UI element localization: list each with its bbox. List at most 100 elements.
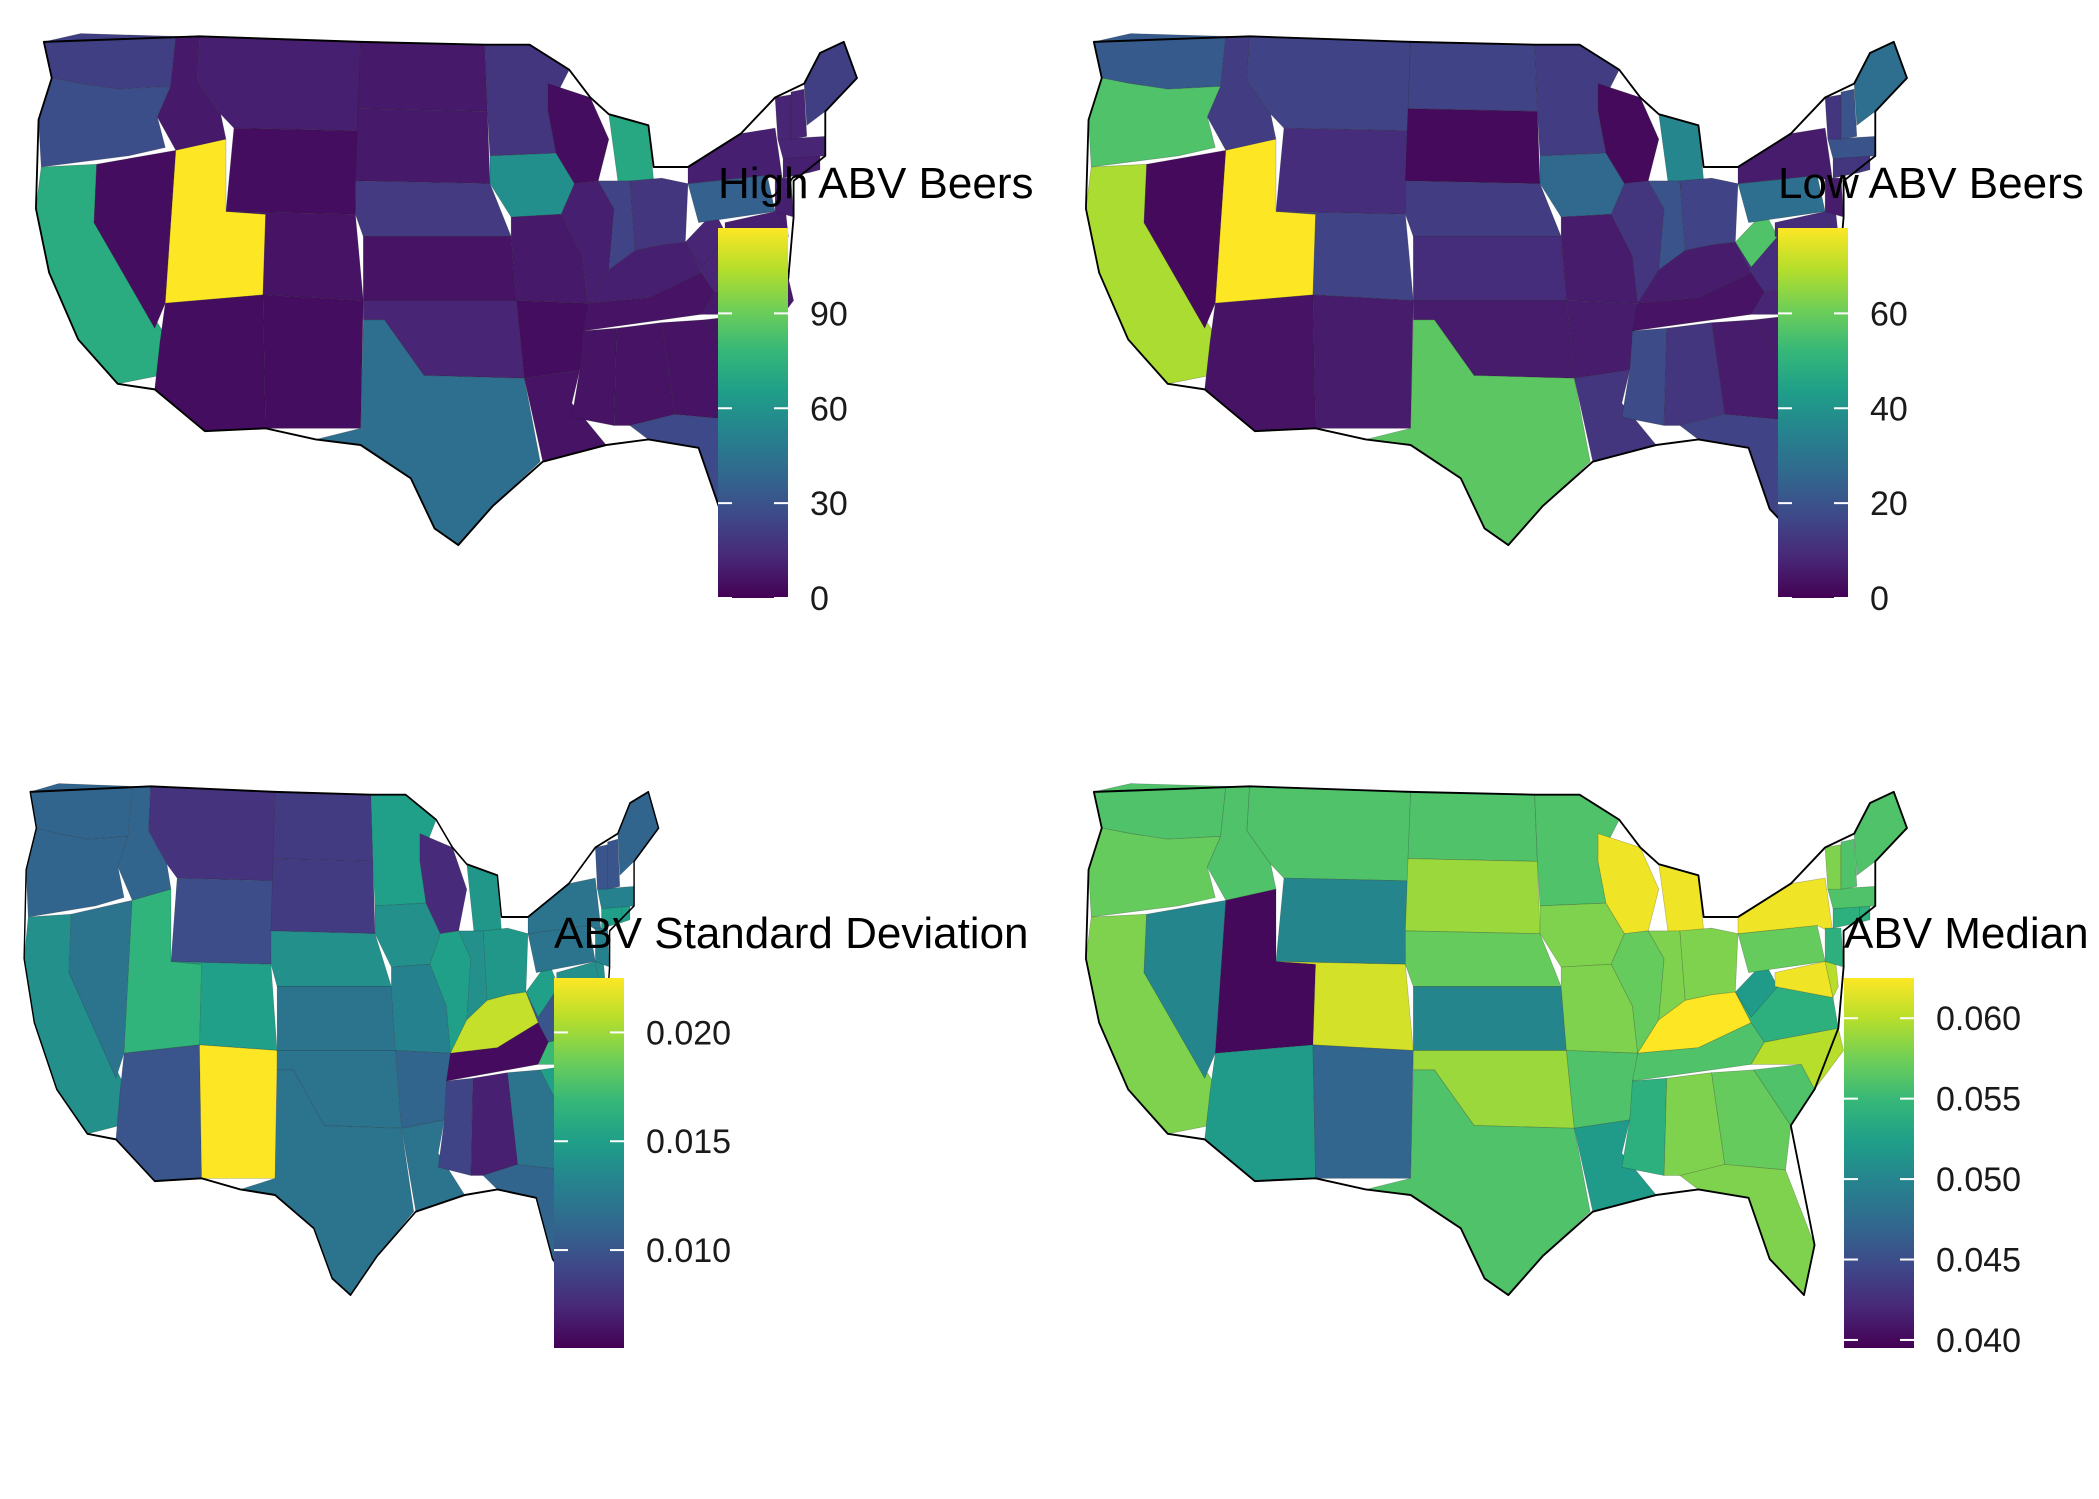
state-nd [357, 41, 488, 112]
state-vt [595, 844, 608, 890]
colorbar-tick-label: 0 [1870, 580, 1889, 618]
state-or [25, 827, 129, 918]
colorbar-tick-label: 0.020 [646, 1014, 731, 1052]
legend-colorbar: 0 30 60 90 [718, 228, 848, 618]
state-az [154, 294, 266, 432]
panel-abv-sd [23, 783, 660, 1297]
state-ks [362, 236, 517, 301]
state-ne [1405, 930, 1562, 987]
legend-colorbar: 0.040 0.045 0.050 0.055 0.060 [1844, 978, 2021, 1360]
panel-low-abv [1084, 33, 1908, 547]
legend-title: ABV Standard Deviation [554, 909, 1029, 958]
state-wy [1275, 127, 1409, 215]
state-vt [774, 94, 792, 140]
state-ne [270, 930, 392, 987]
state-wy [225, 127, 359, 215]
legend-title: ABV Median [1844, 909, 2089, 958]
state-la [401, 1119, 466, 1213]
legend-colorbar: 0 20 40 60 [1778, 228, 1908, 618]
state-az [1204, 294, 1316, 432]
colorbar-tick-label: 0.045 [1936, 1242, 2021, 1280]
state-nv [1143, 149, 1227, 329]
state-wy [1275, 877, 1409, 965]
legend-abv-median: ABV Median 0.040 0.045 0.050 0.055 0.060 [1844, 909, 2089, 1360]
state-nv [93, 149, 177, 329]
state-wy [170, 877, 274, 965]
legend-title: Low ABV Beers [1778, 159, 2084, 208]
state-nv [1143, 899, 1227, 1079]
state-ma [777, 136, 826, 160]
colorbar-gradient [1778, 228, 1848, 598]
state-sd [355, 108, 491, 185]
state-ks [1412, 236, 1567, 301]
state-ma [1827, 886, 1876, 910]
state-nm [1312, 294, 1414, 429]
state-sd [1405, 858, 1541, 935]
state-nm [262, 294, 364, 429]
state-nh [1840, 838, 1858, 890]
state-ma [1827, 136, 1876, 160]
state-ar [1566, 300, 1639, 379]
state-az [115, 1044, 202, 1182]
state-ar [516, 300, 589, 379]
state-layer [1085, 33, 1908, 546]
colorbar-tick-label: 30 [810, 485, 848, 523]
state-ms [1621, 1077, 1668, 1176]
state-nm [199, 1044, 278, 1179]
state-layer [23, 783, 659, 1296]
colorbar-tick-label: 0.040 [1936, 1322, 2021, 1360]
state-nv [68, 899, 133, 1079]
state-ar [1566, 1050, 1639, 1129]
state-nd [272, 791, 374, 862]
state-la [1573, 369, 1657, 463]
map-outline [1084, 785, 1908, 1297]
state-oh [482, 927, 529, 1001]
state-ga [1711, 1069, 1792, 1171]
colorbar-tick-label: 0.055 [1936, 1081, 2021, 1119]
state-ms [571, 327, 618, 426]
state-sd [1405, 108, 1541, 185]
state-ms [437, 1077, 474, 1176]
state-nm [1312, 1044, 1414, 1179]
state-ne [1405, 180, 1562, 237]
state-ks [276, 986, 396, 1051]
state-vt [1824, 844, 1842, 890]
state-nh [790, 88, 808, 140]
state-fl [1679, 1164, 1815, 1296]
colorbar-tick-label: 90 [810, 295, 848, 333]
state-nd [1407, 41, 1538, 112]
state-nd [1407, 791, 1538, 862]
colorbar-tick-label: 60 [810, 390, 848, 428]
legend-colorbar: 0.010 0.015 0.020 [554, 978, 731, 1348]
colorbar-gradient [718, 228, 788, 598]
state-oh [1679, 927, 1739, 1001]
colorbar-tick-label: 0 [810, 580, 829, 618]
colorbar-tick-label: 0.050 [1936, 1161, 2021, 1199]
state-ne [355, 180, 512, 237]
colorbar-tick-label: 0.060 [1936, 1000, 2021, 1038]
colorbar-tick-label: 0.015 [646, 1123, 731, 1161]
colorbar-tick-label: 40 [1870, 390, 1908, 428]
state-ar [395, 1050, 451, 1129]
colorbar-gradient [554, 978, 624, 1348]
legend-title: High ABV Beers [718, 159, 1034, 208]
state-or [1088, 77, 1222, 168]
state-ks [1412, 986, 1567, 1051]
legend-low-abv: Low ABV Beers 0 20 40 60 [1778, 159, 2084, 618]
colorbar-tick-label: 60 [1870, 295, 1908, 333]
colorbar-tick-label: 20 [1870, 485, 1908, 523]
state-nh [607, 838, 621, 890]
legend-abv-sd: ABV Standard Deviation 0.010 0.015 0.020 [554, 909, 1029, 1348]
legend-high-abv: High ABV Beers 0 30 60 90 [718, 159, 1034, 618]
state-sd [270, 858, 376, 935]
state-la [523, 369, 607, 463]
state-nh [1840, 88, 1858, 140]
colorbar-gradient [1844, 978, 1914, 1348]
state-vt [1824, 94, 1842, 140]
state-layer [1085, 783, 1908, 1296]
state-az [1204, 1044, 1316, 1182]
panel-abv-median [1084, 783, 1908, 1297]
state-nj [1824, 927, 1844, 968]
state-or [1088, 827, 1222, 918]
